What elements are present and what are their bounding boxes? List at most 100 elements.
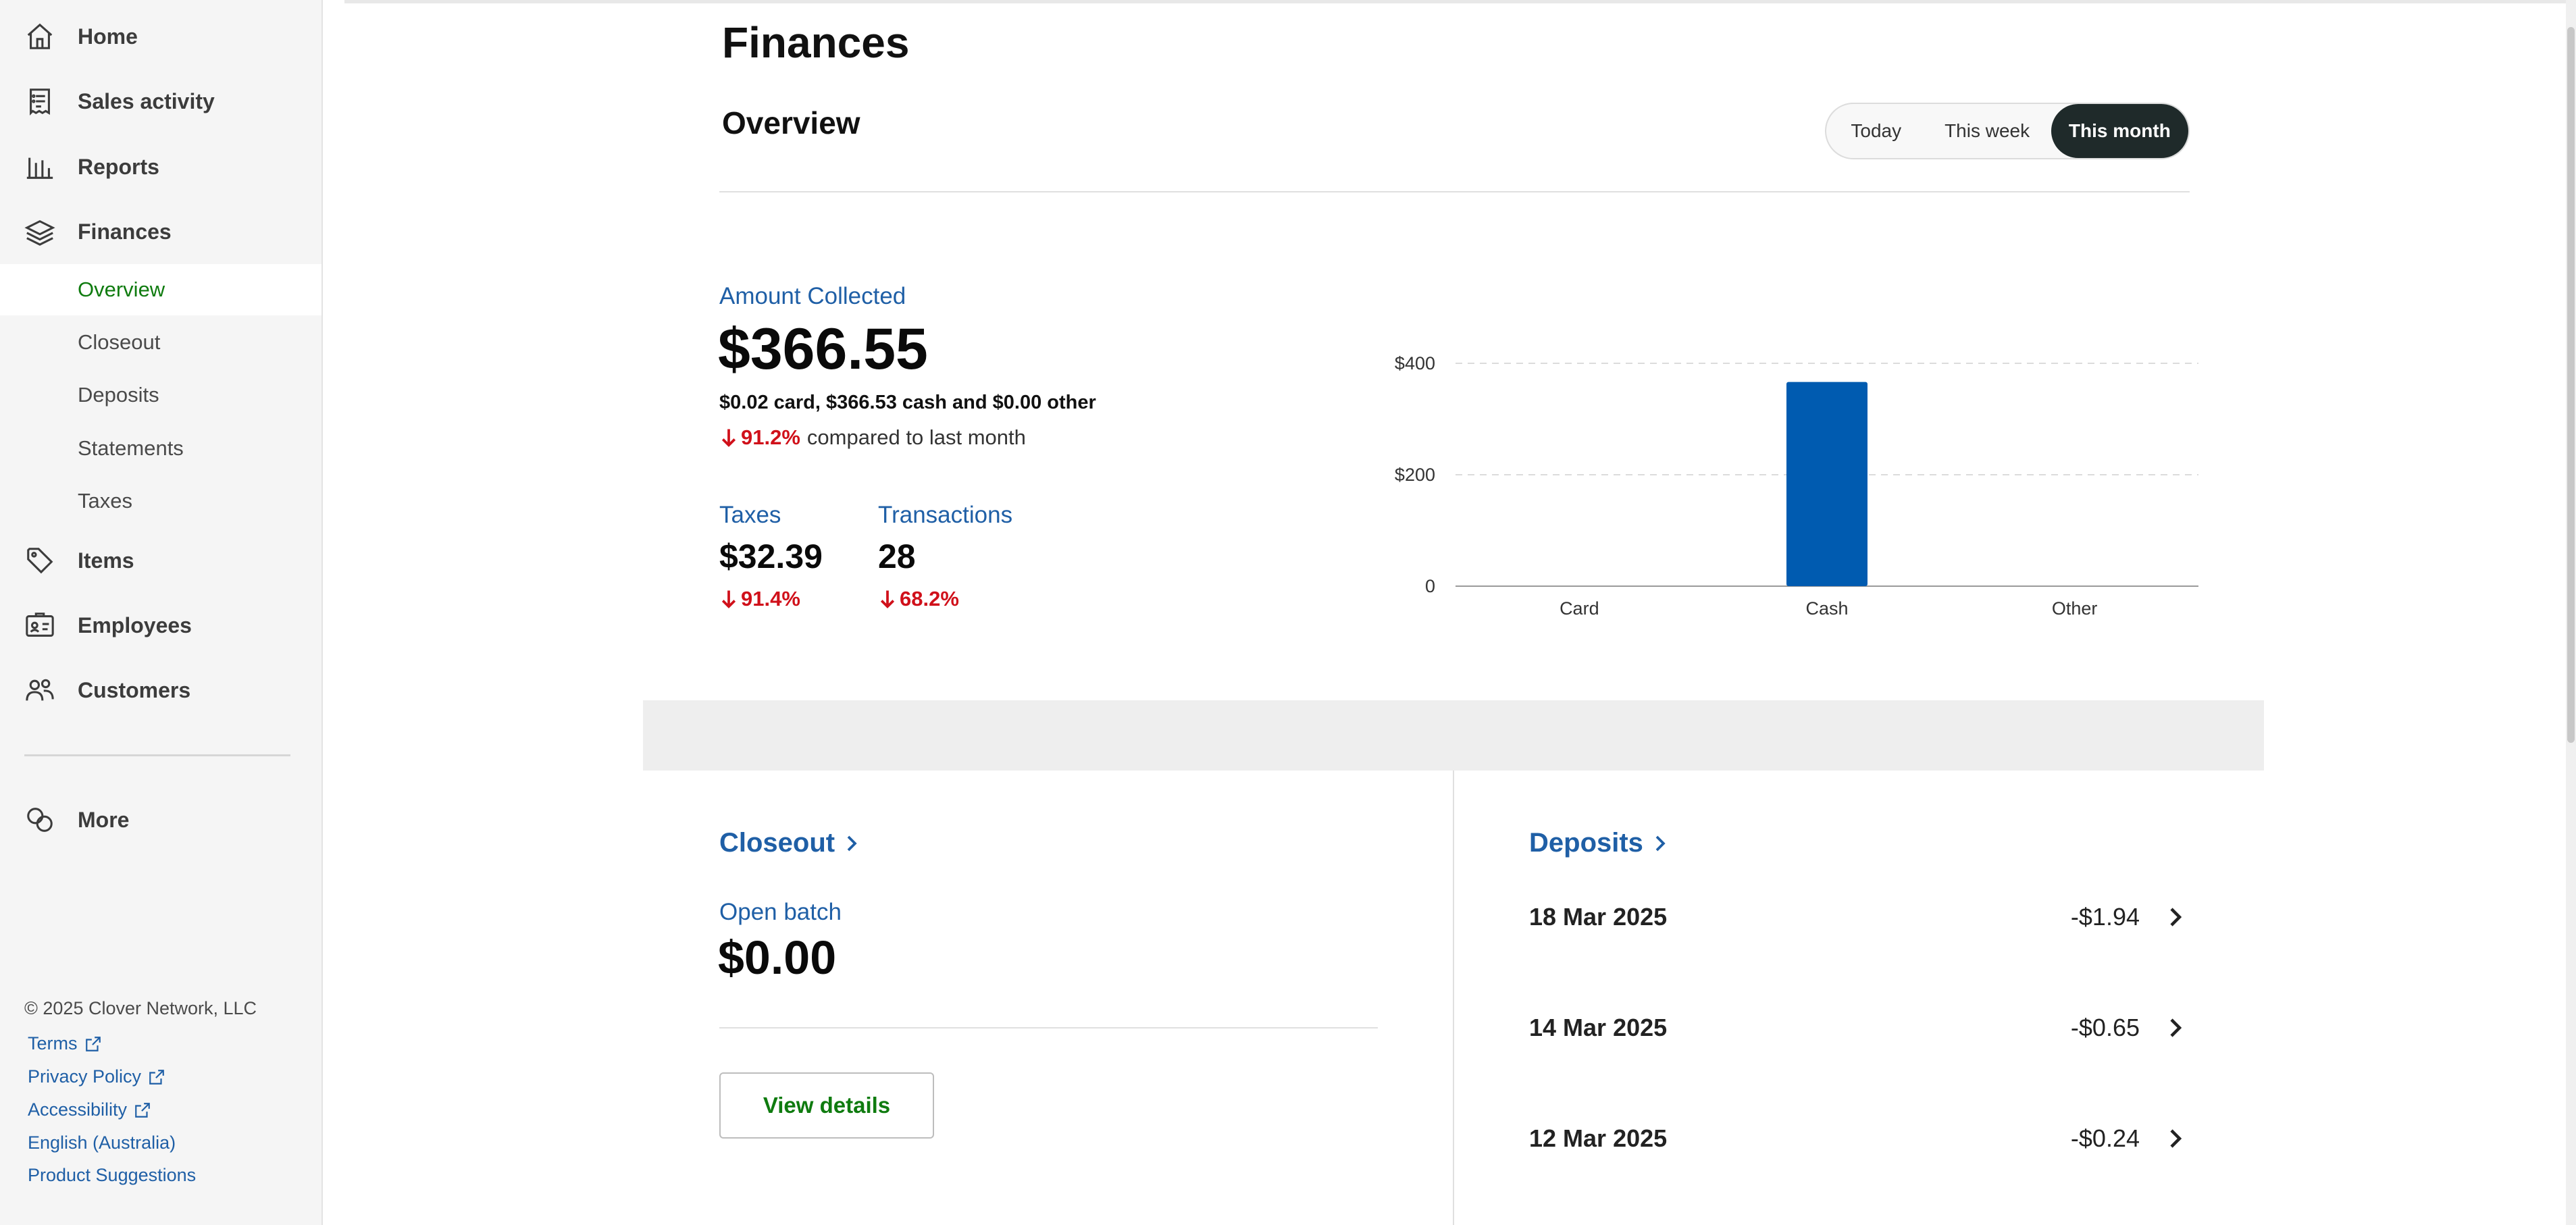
sidebar-subitem-closeout[interactable]: Closeout	[0, 317, 321, 368]
open-batch-label: Open batch	[719, 899, 842, 925]
sidebar-subitem-label: Closeout	[78, 330, 161, 354]
sidebar-item-label: Sales activity	[78, 88, 215, 113]
bar-chart-icon	[24, 151, 55, 182]
sidebar-subitem-deposits[interactable]: Deposits	[0, 369, 321, 421]
amount-by-tender-chart: 0 $200 $400 Card Cash Other	[1395, 353, 2198, 619]
deposit-row[interactable]: 12 Mar 2025 -$0.24	[1529, 1112, 2196, 1166]
id-card-icon	[24, 610, 55, 641]
closeout-link[interactable]: Closeout	[719, 828, 860, 858]
sidebar-item-finances[interactable]: Finances	[0, 208, 321, 255]
deposits-title: Deposits	[1529, 828, 1643, 858]
range-this-week-button[interactable]: This week	[1944, 120, 2030, 141]
arrow-down-icon	[719, 588, 738, 610]
closeout-title: Closeout	[719, 828, 835, 858]
amount-change-text: compared to last month	[806, 425, 1026, 449]
receipt-icon	[24, 86, 55, 117]
taxes-trend: 91.4%	[719, 587, 800, 611]
chevron-right-icon	[1655, 835, 1666, 851]
deposit-row[interactable]: 18 Mar 2025 -$1.94	[1529, 890, 2196, 944]
sidebar-item-label: Reports	[78, 154, 159, 179]
terms-link-label: Terms	[28, 1033, 78, 1053]
deposit-row[interactable]: 14 Mar 2025 -$0.65	[1529, 1001, 2196, 1055]
sidebar-subitem-label: Taxes	[78, 489, 132, 513]
sidebar-item-label: Finances	[78, 219, 172, 244]
chevron-right-icon	[2170, 1018, 2182, 1037]
accessibility-link[interactable]: Accessibility	[28, 1099, 151, 1120]
chevron-right-icon	[2170, 908, 2182, 927]
deposit-amount: -$0.65	[2070, 1014, 2140, 1041]
deposits-link[interactable]: Deposits	[1529, 828, 1669, 858]
terms-link[interactable]: Terms	[28, 1033, 102, 1054]
sidebar-item-label: Home	[78, 24, 138, 49]
sidebar-item-customers[interactable]: Customers	[0, 667, 321, 714]
sidebar-item-label: Items	[78, 548, 134, 573]
taxes-value: $32.39	[719, 538, 823, 575]
deposit-date: 18 Mar 2025	[1529, 903, 1668, 931]
page-title: Finances	[722, 18, 910, 67]
deposit-amount: -$1.94	[2070, 903, 2140, 931]
x-tick-label: Card	[1560, 598, 1599, 619]
sidebar-subitem-overview[interactable]: Overview	[0, 264, 321, 315]
chevron-right-icon	[2170, 1129, 2182, 1148]
accessibility-link-label: Accessibility	[28, 1099, 128, 1120]
range-this-month-button[interactable]: This month	[2051, 104, 2188, 158]
y-tick-label: $400	[1395, 353, 1435, 373]
privacy-policy-link[interactable]: Privacy Policy	[28, 1066, 165, 1087]
sidebar-item-label: More	[78, 807, 130, 832]
deposit-date: 12 Mar 2025	[1529, 1124, 1668, 1152]
copyright-text: © 2025 Clover Network, LLC	[24, 998, 257, 1018]
transactions-trend: 68.2%	[878, 587, 959, 611]
sidebar-item-reports[interactable]: Reports	[0, 143, 321, 190]
language-link-label: English (Australia)	[28, 1132, 176, 1153]
sidebar-item-label: Customers	[78, 677, 191, 702]
users-icon	[24, 675, 55, 706]
home-icon	[24, 21, 55, 52]
external-link-icon	[149, 1069, 164, 1085]
sidebar-item-home[interactable]: Home	[0, 13, 321, 60]
sidebar-subitem-label: Statements	[78, 436, 184, 460]
external-link-icon	[85, 1036, 101, 1051]
transactions-change-percent: 68.2%	[900, 587, 959, 610]
sidebar-subitem-taxes[interactable]: Taxes	[0, 475, 321, 527]
deposit-amount: -$0.24	[2070, 1124, 2140, 1152]
amount-collected-label[interactable]: Amount Collected	[719, 283, 906, 309]
language-link[interactable]: English (Australia)	[28, 1132, 176, 1153]
y-tick-label: $200	[1395, 465, 1435, 485]
section-title: Overview	[722, 105, 860, 140]
layers-icon	[24, 216, 55, 247]
taxes-label[interactable]: Taxes	[719, 502, 781, 528]
more-circles-icon	[24, 804, 55, 835]
sidebar-item-sales-activity[interactable]: Sales activity	[0, 78, 321, 125]
x-tick-label: Cash	[1805, 598, 1848, 619]
sidebar-item-label: Employees	[78, 612, 192, 637]
sidebar-divider	[24, 754, 290, 756]
amount-trend: 91.2% compared to last month	[719, 425, 1026, 450]
x-tick-label: Other	[2052, 598, 2098, 619]
transactions-label[interactable]: Transactions	[878, 502, 1013, 528]
sidebar-item-employees[interactable]: Employees	[0, 602, 321, 649]
section-separator	[643, 700, 2264, 771]
arrow-down-icon	[878, 588, 897, 610]
sidebar-item-items[interactable]: Items	[0, 537, 321, 584]
open-batch-value: $0.00	[718, 931, 837, 984]
column-divider	[1453, 771, 1454, 1225]
deposit-date: 14 Mar 2025	[1529, 1014, 1668, 1041]
closeout-divider	[719, 1027, 1378, 1028]
product-suggestions-link[interactable]: Product Suggestions	[28, 1165, 196, 1186]
sidebar-item-more[interactable]: More	[0, 796, 321, 843]
arrow-down-icon	[719, 427, 738, 448]
range-today-button[interactable]: Today	[1851, 120, 1902, 141]
external-link-icon	[135, 1102, 150, 1118]
bar-cash	[1786, 382, 1867, 586]
amount-breakdown: $0.02 card, $366.53 cash and $0.00 other	[719, 392, 1096, 413]
tag-icon	[24, 545, 55, 576]
taxes-change-percent: 91.4%	[741, 587, 800, 610]
sidebar-subitem-statements[interactable]: Statements	[0, 423, 321, 474]
overview-divider	[719, 191, 2190, 192]
sidebar-subitem-label: Overview	[78, 278, 165, 301]
top-border	[344, 0, 2576, 3]
product-suggestions-link-label: Product Suggestions	[28, 1165, 197, 1185]
scrollbar-thumb[interactable]	[2567, 27, 2575, 743]
date-range-toggle: Today This week This month	[1825, 103, 2190, 159]
view-details-button[interactable]: View details	[719, 1072, 934, 1139]
